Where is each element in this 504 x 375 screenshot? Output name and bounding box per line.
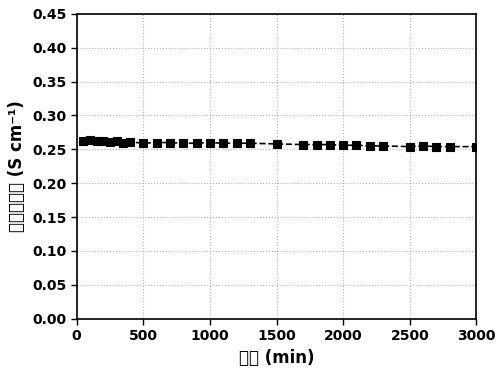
Y-axis label: 质子传导率 (S cm⁻¹): 质子传导率 (S cm⁻¹) xyxy=(9,100,26,232)
X-axis label: 时间 (min): 时间 (min) xyxy=(239,349,314,367)
